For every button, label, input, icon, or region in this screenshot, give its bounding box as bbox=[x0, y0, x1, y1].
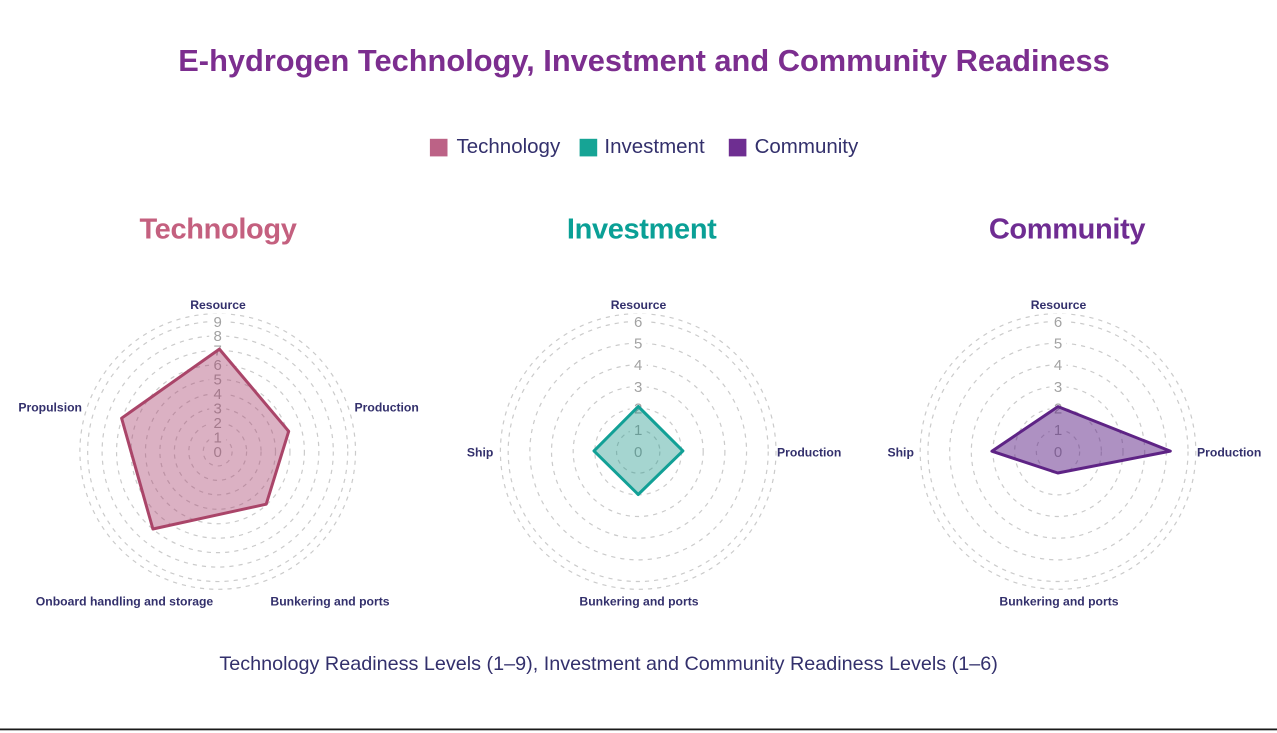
svg-text:0: 0 bbox=[214, 444, 222, 461]
svg-text:Production: Production bbox=[1197, 445, 1261, 459]
svg-text:Technology Readiness Levels (1: Technology Readiness Levels (1–9), Inves… bbox=[219, 653, 997, 675]
svg-text:5: 5 bbox=[1054, 335, 1062, 352]
svg-text:Investment: Investment bbox=[567, 214, 717, 246]
svg-text:Resource: Resource bbox=[1031, 298, 1087, 312]
svg-text:Production: Production bbox=[355, 400, 419, 414]
svg-text:Resource: Resource bbox=[611, 298, 667, 312]
svg-text:Production: Production bbox=[777, 445, 841, 459]
svg-text:2: 2 bbox=[214, 415, 222, 432]
svg-text:Technology: Technology bbox=[457, 135, 561, 158]
svg-text:Investment: Investment bbox=[604, 135, 705, 158]
svg-text:0: 0 bbox=[634, 444, 642, 461]
svg-text:9: 9 bbox=[214, 314, 222, 331]
svg-text:Resource: Resource bbox=[190, 298, 246, 312]
svg-text:6: 6 bbox=[1054, 314, 1062, 331]
svg-text:2: 2 bbox=[634, 400, 642, 417]
svg-text:1: 1 bbox=[634, 422, 642, 439]
svg-text:8: 8 bbox=[214, 328, 222, 345]
svg-text:Community: Community bbox=[989, 214, 1146, 246]
svg-text:Propulsion: Propulsion bbox=[18, 400, 82, 414]
svg-text:3: 3 bbox=[214, 400, 222, 417]
svg-text:Technology: Technology bbox=[139, 214, 296, 246]
svg-text:Ship: Ship bbox=[467, 445, 493, 459]
svg-text:3: 3 bbox=[634, 379, 642, 396]
svg-text:6: 6 bbox=[214, 357, 222, 374]
svg-text:Onboard handling and storage: Onboard handling and storage bbox=[36, 594, 214, 608]
svg-text:Ship: Ship bbox=[887, 445, 913, 459]
svg-text:3: 3 bbox=[1054, 379, 1062, 396]
svg-text:5: 5 bbox=[214, 372, 222, 389]
svg-text:4: 4 bbox=[1054, 357, 1062, 374]
svg-text:Bunkering and ports: Bunkering and ports bbox=[999, 594, 1118, 608]
svg-text:Bunkering and ports: Bunkering and ports bbox=[270, 594, 389, 608]
svg-text:6: 6 bbox=[634, 314, 642, 331]
svg-text:4: 4 bbox=[634, 357, 642, 374]
svg-text:Bunkering and ports: Bunkering and ports bbox=[579, 594, 698, 608]
svg-text:5: 5 bbox=[634, 335, 642, 352]
svg-text:E-hydrogen Technology, Investm: E-hydrogen Technology, Investment and Co… bbox=[178, 43, 1109, 78]
svg-text:1: 1 bbox=[214, 429, 222, 446]
svg-text:4: 4 bbox=[214, 386, 222, 403]
svg-text:Community: Community bbox=[755, 135, 859, 158]
